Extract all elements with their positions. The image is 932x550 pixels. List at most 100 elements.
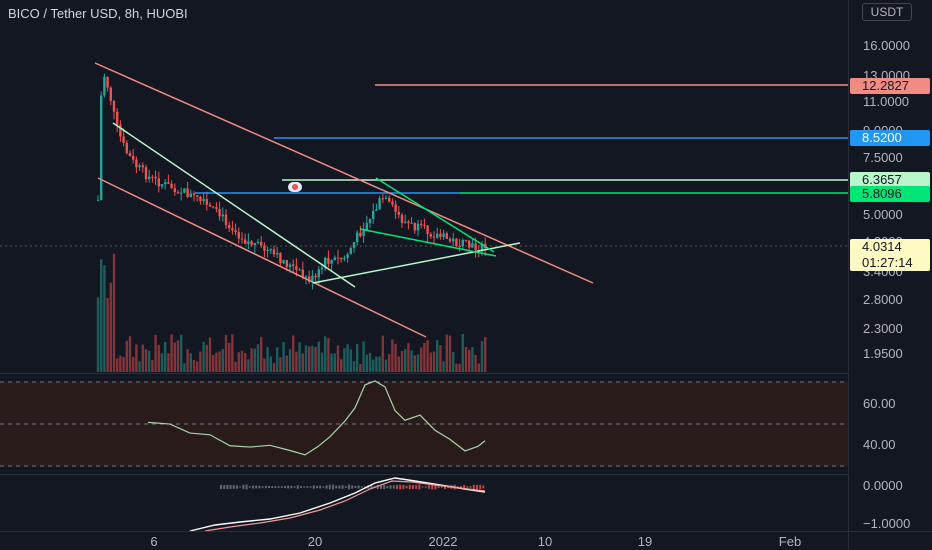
volume-bar xyxy=(276,347,279,372)
candle-body xyxy=(173,188,176,193)
currency-button[interactable]: USDT xyxy=(862,3,912,21)
candle-body xyxy=(106,76,109,88)
candle-body xyxy=(436,233,439,238)
macd-hist-bar xyxy=(258,485,261,489)
price-tag-level-3[interactable]: 6.3657 xyxy=(850,172,930,188)
macd-hist-bar xyxy=(332,484,334,490)
volume-bar xyxy=(205,344,208,372)
candle-body xyxy=(96,199,100,201)
triangle-lower-line[interactable] xyxy=(359,228,497,257)
candle-body xyxy=(400,214,404,223)
wedge-lower-line[interactable] xyxy=(312,242,521,284)
macd-hist-bar xyxy=(255,485,258,489)
price-tag-level-1[interactable]: 12.2827 xyxy=(850,78,930,94)
candle-body xyxy=(474,243,477,251)
chart-legend: BICO / Tether USD, 8h, HUOBI xyxy=(8,6,188,21)
macd-hist-bar xyxy=(370,485,373,489)
volume-bar xyxy=(202,341,205,372)
macd-hist-bar xyxy=(322,486,325,488)
axis-corner xyxy=(848,531,932,550)
volume-bar xyxy=(228,342,231,372)
macd-hist-bar xyxy=(440,486,443,488)
volume-bar xyxy=(135,344,138,372)
channel-upper-line[interactable] xyxy=(94,62,594,284)
volume-bar xyxy=(247,359,250,372)
volume-bar xyxy=(391,339,394,372)
candle-body xyxy=(141,165,144,168)
rsi-pane[interactable] xyxy=(0,373,848,473)
macd-chart-svg[interactable] xyxy=(0,475,848,532)
volume-bar xyxy=(349,349,352,372)
price-axis[interactable]: 2 16.0000 13.0000 11.0000 9.0000 7.5000 … xyxy=(848,0,932,372)
flag-badge-icon[interactable] xyxy=(288,182,302,192)
candle-body xyxy=(180,192,183,194)
macd-hist-bar xyxy=(248,486,251,488)
volume-bar xyxy=(151,360,154,372)
macd-hist-bar xyxy=(312,485,315,489)
candle-body xyxy=(240,238,244,240)
volume-bar xyxy=(116,358,119,372)
volume-bar xyxy=(96,297,100,372)
volume-bar xyxy=(458,363,461,372)
volume-bar xyxy=(320,352,324,372)
macd-hist-bar xyxy=(421,486,424,488)
macd-hist-bar xyxy=(220,484,222,490)
macd-axis[interactable]: 0.0000 −1.0000 xyxy=(848,474,932,531)
candle-body xyxy=(410,222,413,224)
candle-body xyxy=(276,252,279,255)
candle-body xyxy=(432,236,436,238)
volume-bar xyxy=(394,343,397,372)
wedge-upper-line[interactable] xyxy=(112,122,356,288)
time-axis[interactable]: 6 20 2022 10 19 Feb xyxy=(0,531,848,550)
volume-bar xyxy=(317,341,320,372)
macd-tick: 0.0000 xyxy=(863,478,903,493)
price-pane[interactable]: BICO / Tether USD, 8h, HUOBI xyxy=(0,0,848,372)
macd-hist-bar xyxy=(354,486,357,488)
volume-bar xyxy=(173,342,176,372)
macd-hist-bar xyxy=(402,485,405,489)
volume-bar xyxy=(304,345,308,372)
candle-body xyxy=(170,183,173,189)
candle-body xyxy=(320,267,324,270)
volume-bar xyxy=(212,354,215,372)
volume-bar xyxy=(448,335,452,372)
volume-bar xyxy=(381,335,384,372)
macd-hist-bar xyxy=(344,486,347,488)
price-chart-svg[interactable] xyxy=(0,0,848,372)
volume-bar xyxy=(218,351,221,372)
macd-hist-bar xyxy=(456,486,459,488)
rsi-chart-svg[interactable] xyxy=(0,374,848,474)
price-tag-level-2[interactable]: 8.5200 xyxy=(850,130,930,146)
last-price-tag[interactable]: 4.0314 xyxy=(850,239,930,255)
candle-body xyxy=(292,264,295,266)
candle-body xyxy=(125,142,128,154)
macd-hist-bar xyxy=(325,485,328,489)
volume-bar xyxy=(404,349,407,372)
candle-body xyxy=(202,199,205,202)
candle-body xyxy=(388,197,391,202)
macd-hist-bar xyxy=(428,485,430,489)
candle-body xyxy=(397,211,400,215)
triangle-upper-line[interactable] xyxy=(375,177,495,253)
candle-body xyxy=(176,192,180,194)
channel-lower-line[interactable] xyxy=(97,177,427,338)
candle-body xyxy=(205,199,208,205)
price-tick: 16.0000 xyxy=(863,38,910,53)
volume-bar xyxy=(407,343,410,372)
candle-body xyxy=(263,245,266,251)
candle-body xyxy=(119,124,122,137)
volume-bar xyxy=(480,341,484,372)
candle-body xyxy=(122,136,125,143)
volume-bar xyxy=(423,342,426,372)
candle-body xyxy=(218,208,221,217)
volume-bar xyxy=(240,350,244,372)
volume-bar xyxy=(378,356,381,372)
bar-countdown-tag: 01:27:14 xyxy=(850,255,930,271)
price-tag-level-4[interactable]: 5.8096 xyxy=(850,186,930,202)
macd-hist-bar xyxy=(463,484,466,490)
rsi-axis[interactable]: 60.00 40.00 xyxy=(848,373,932,473)
volume-bar xyxy=(452,352,455,372)
macd-hist-bar xyxy=(482,485,485,489)
macd-pane[interactable] xyxy=(0,474,848,532)
macd-hist-bar xyxy=(472,484,475,490)
